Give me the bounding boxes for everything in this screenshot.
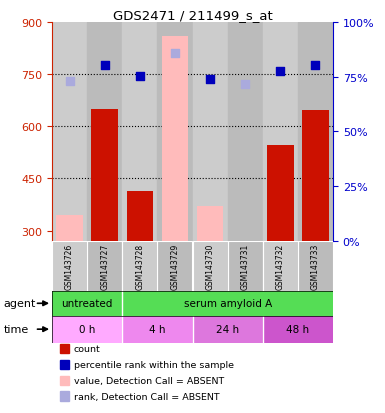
Bar: [298, 242, 333, 291]
Bar: [228, 242, 263, 291]
Bar: [228, 242, 263, 291]
Bar: [52, 242, 87, 291]
Text: GSM143731: GSM143731: [241, 243, 250, 289]
Text: value, Detection Call = ABSENT: value, Detection Call = ABSENT: [74, 376, 224, 385]
Bar: [122, 242, 157, 291]
Text: GSM143727: GSM143727: [100, 243, 109, 289]
Bar: [298, 23, 333, 242]
Bar: [122, 242, 157, 291]
Bar: [197, 207, 223, 242]
Bar: [52, 316, 122, 343]
Text: GSM143728: GSM143728: [135, 243, 144, 289]
Bar: [228, 23, 263, 242]
Bar: [263, 316, 333, 343]
Text: time: time: [4, 324, 29, 335]
Bar: [298, 242, 333, 291]
Bar: [87, 242, 122, 291]
Text: 48 h: 48 h: [286, 324, 310, 335]
Bar: [302, 110, 329, 242]
Bar: [157, 242, 192, 291]
Bar: [263, 23, 298, 242]
Bar: [263, 242, 298, 291]
Text: GSM143726: GSM143726: [65, 243, 74, 289]
Title: GDS2471 / 211499_s_at: GDS2471 / 211499_s_at: [113, 9, 272, 21]
Text: 0 h: 0 h: [79, 324, 95, 335]
Bar: [263, 242, 298, 291]
Point: [67, 78, 73, 85]
Bar: [192, 316, 263, 343]
Bar: [122, 316, 192, 343]
Bar: [52, 23, 87, 242]
Text: rank, Detection Call = ABSENT: rank, Detection Call = ABSENT: [74, 392, 219, 401]
Point: [137, 73, 143, 80]
Bar: [122, 23, 157, 242]
Text: 4 h: 4 h: [149, 324, 166, 335]
Text: GSM143732: GSM143732: [276, 243, 285, 289]
Bar: [56, 216, 83, 242]
Bar: [192, 242, 228, 291]
Text: agent: agent: [4, 299, 36, 309]
Bar: [52, 291, 122, 316]
Bar: [92, 109, 118, 242]
Bar: [127, 191, 153, 242]
Bar: [267, 146, 293, 242]
Bar: [162, 37, 188, 242]
Bar: [122, 291, 333, 316]
Point: [277, 68, 283, 75]
Point: [102, 63, 108, 69]
Text: untreated: untreated: [62, 299, 113, 309]
Text: GSM143733: GSM143733: [311, 243, 320, 290]
Bar: [87, 242, 122, 291]
Text: 24 h: 24 h: [216, 324, 239, 335]
Point: [172, 51, 178, 57]
Point: [242, 82, 248, 88]
Bar: [87, 23, 122, 242]
Bar: [157, 23, 192, 242]
Bar: [192, 23, 228, 242]
Point: [207, 77, 213, 83]
Point: [312, 63, 318, 69]
Bar: [157, 242, 192, 291]
Text: percentile rank within the sample: percentile rank within the sample: [74, 360, 234, 369]
Text: GSM143730: GSM143730: [206, 243, 214, 290]
Text: count: count: [74, 344, 100, 354]
Text: GSM143729: GSM143729: [171, 243, 179, 289]
Bar: [52, 242, 87, 291]
Text: serum amyloid A: serum amyloid A: [184, 299, 272, 309]
Bar: [192, 242, 228, 291]
